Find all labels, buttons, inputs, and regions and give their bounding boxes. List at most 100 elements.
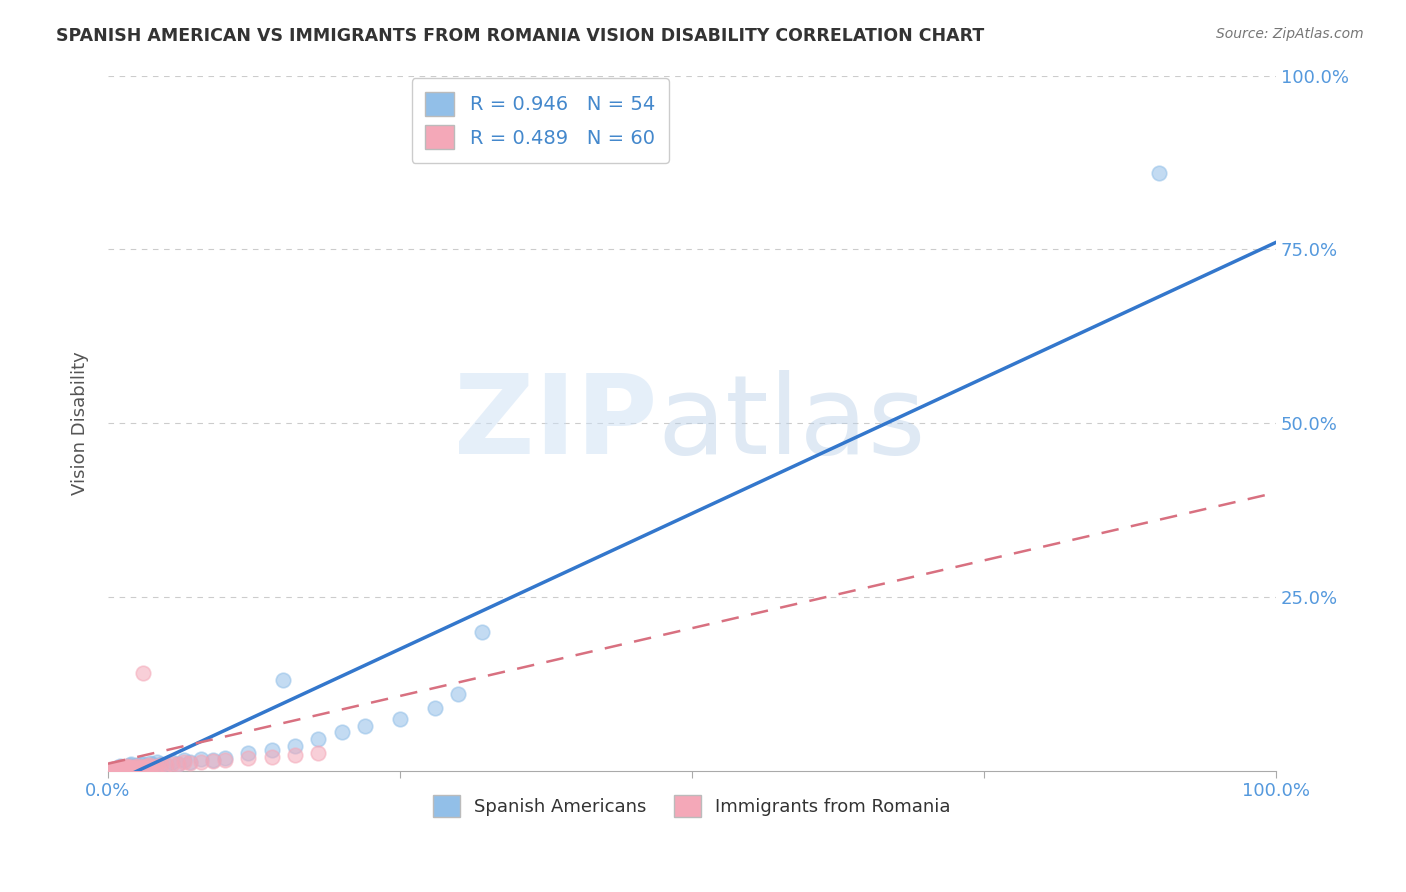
Point (202, 753, 225, 767)
Point (114, 762, 136, 776)
Point (107, 761, 129, 775)
Point (108, 760, 131, 774)
Point (120, 761, 142, 775)
Point (179, 755, 201, 769)
Point (127, 761, 149, 775)
Point (120, 762, 142, 776)
Point (115, 762, 138, 776)
Point (105, 762, 128, 776)
Point (138, 759, 160, 773)
Point (138, 761, 160, 775)
Point (471, 624, 494, 639)
Point (108, 759, 131, 773)
Point (260, 743, 283, 757)
Point (155, 758, 177, 772)
Point (105, 762, 128, 776)
Text: SPANISH AMERICAN VS IMMIGRANTS FROM ROMANIA VISION DISABILITY CORRELATION CHART: SPANISH AMERICAN VS IMMIGRANTS FROM ROMA… (56, 27, 984, 45)
Point (128, 759, 150, 773)
Point (160, 756, 183, 770)
Point (132, 759, 155, 773)
Point (143, 759, 166, 773)
Point (167, 756, 190, 771)
Point (107, 762, 129, 776)
Point (134, 761, 156, 775)
Point (103, 762, 125, 776)
Point (104, 762, 127, 776)
Point (108, 762, 131, 776)
Point (284, 747, 307, 762)
Point (190, 755, 212, 769)
Point (120, 759, 142, 773)
Point (190, 752, 212, 766)
Point (105, 761, 128, 775)
Point (173, 753, 195, 767)
Text: Source: ZipAtlas.com: Source: ZipAtlas.com (1216, 27, 1364, 41)
Point (101, 762, 124, 776)
Point (138, 758, 160, 772)
Y-axis label: Vision Disability: Vision Disability (72, 351, 89, 495)
Point (447, 687, 470, 701)
Point (122, 760, 145, 774)
Point (160, 756, 183, 771)
Point (114, 759, 136, 773)
Point (129, 760, 152, 774)
Point (1147, 166, 1170, 180)
Point (117, 761, 139, 775)
Point (112, 760, 135, 774)
Point (129, 756, 152, 771)
Point (155, 758, 177, 772)
Point (132, 757, 155, 772)
Point (127, 759, 149, 773)
Point (260, 749, 283, 764)
Text: atlas: atlas (657, 369, 925, 476)
Point (120, 758, 142, 772)
Point (124, 759, 146, 773)
Point (115, 761, 138, 775)
Point (108, 762, 131, 776)
Point (330, 725, 353, 739)
Point (103, 762, 125, 776)
Point (173, 756, 195, 770)
Point (132, 666, 155, 681)
Point (110, 762, 132, 776)
Point (105, 761, 128, 775)
Point (100, 762, 122, 776)
Point (149, 758, 172, 772)
Point (117, 759, 139, 773)
Point (423, 701, 446, 715)
Point (111, 761, 134, 775)
Point (127, 758, 149, 772)
Point (236, 747, 259, 761)
Point (134, 759, 156, 773)
Point (146, 759, 169, 773)
Point (112, 759, 135, 773)
Point (105, 762, 128, 776)
Point (307, 747, 329, 761)
Legend: Spanish Americans, Immigrants from Romania: Spanish Americans, Immigrants from Roman… (426, 788, 959, 824)
Point (107, 761, 129, 775)
Point (236, 751, 259, 765)
Point (120, 760, 142, 774)
Point (108, 761, 131, 775)
Point (132, 760, 155, 774)
Point (135, 759, 157, 773)
Point (103, 762, 125, 776)
Point (121, 762, 143, 776)
Point (122, 761, 145, 775)
Point (120, 757, 142, 772)
Point (179, 756, 201, 770)
Point (118, 760, 141, 774)
Text: ZIP: ZIP (454, 369, 657, 476)
Point (354, 718, 377, 732)
Point (112, 762, 135, 776)
Point (307, 732, 329, 747)
Point (105, 762, 128, 776)
Point (108, 759, 131, 773)
Point (111, 762, 134, 776)
Point (214, 751, 236, 765)
Point (114, 759, 136, 773)
Point (214, 753, 236, 767)
Point (111, 760, 134, 774)
Point (112, 762, 135, 776)
Point (141, 760, 163, 774)
